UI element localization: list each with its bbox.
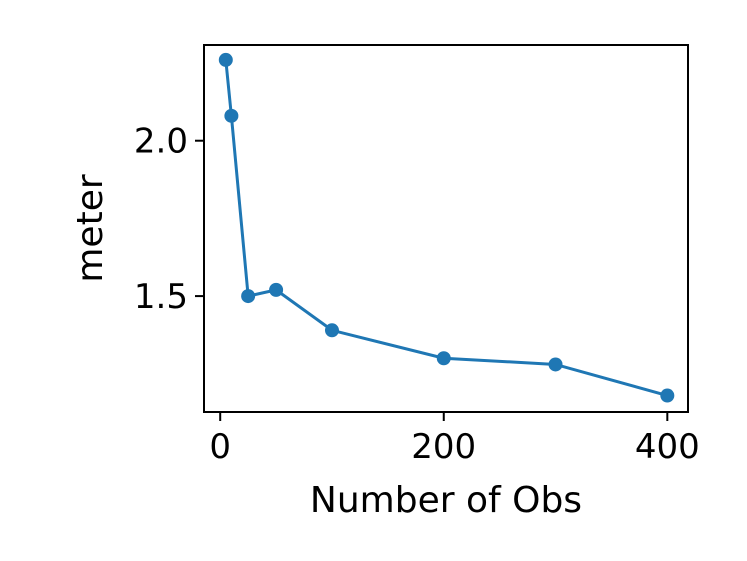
x-tick-label: 0: [209, 427, 231, 467]
data-point: [324, 323, 339, 338]
y-axis-label: meter: [70, 174, 111, 282]
x-axis-label: Number of Obs: [310, 480, 582, 521]
series-line: [224, 59, 668, 397]
data-point: [218, 52, 233, 67]
series-layer: [218, 52, 675, 403]
x-tick-label: 200: [411, 427, 476, 467]
data-point: [241, 289, 256, 304]
data-point: [660, 388, 675, 403]
y-tick-label: 2.0: [134, 122, 188, 162]
data-point: [436, 351, 451, 366]
data-point: [269, 282, 284, 297]
data-point: [224, 108, 239, 123]
y-tick-label: 1.5: [134, 277, 188, 317]
data-point: [548, 357, 563, 372]
ticks-layer: 0 200 400 1.5 2.0: [134, 122, 700, 467]
plot-frame: [203, 44, 689, 413]
x-tick-label: 400: [635, 427, 700, 467]
